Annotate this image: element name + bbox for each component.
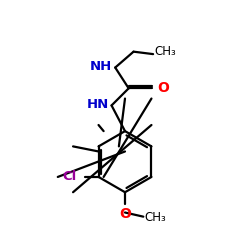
Text: CH₃: CH₃ <box>144 212 166 224</box>
Text: CH₃: CH₃ <box>155 45 176 58</box>
Text: Cl: Cl <box>62 170 76 183</box>
Text: NH: NH <box>90 60 112 73</box>
Text: HN: HN <box>87 98 109 111</box>
Text: O: O <box>157 81 169 95</box>
Text: O: O <box>119 207 131 221</box>
